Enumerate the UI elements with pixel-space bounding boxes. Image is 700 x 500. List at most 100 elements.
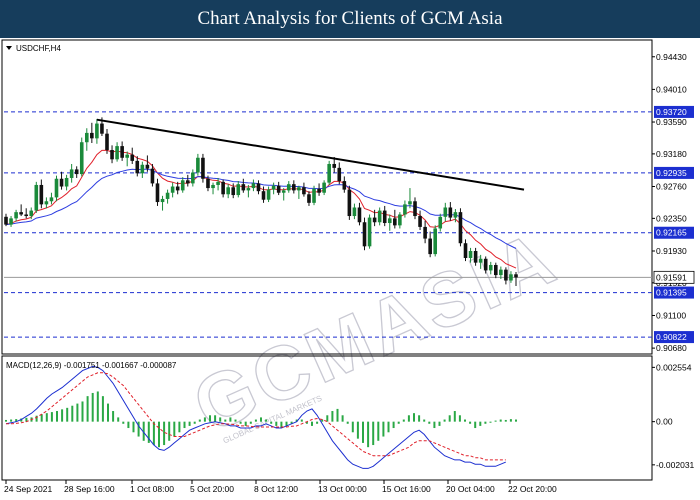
candle [463,239,468,262]
candle-body [509,274,513,281]
candle-body [221,181,225,195]
candle-body [302,187,306,195]
candle [251,179,256,192]
candle-body [494,264,498,276]
candle-body [362,222,367,247]
candle [408,188,412,209]
candle [312,185,316,206]
candle [317,183,321,196]
candle-body [347,189,352,217]
candle-body [483,258,488,271]
candle-body [241,184,246,191]
candle [246,184,251,198]
level-label: 0.90822 [656,332,687,342]
candle [125,151,129,167]
candle [322,180,326,196]
ma-slow-line [5,168,517,249]
candle-body [297,187,301,191]
candle [302,182,306,197]
candle [110,145,114,164]
candle [468,247,473,263]
candle [413,197,417,220]
candle-body [261,191,266,200]
macd-label: MACD(12,26,9) -0.001751 -0.001667 -0.000… [6,361,177,370]
candle-body [322,182,326,193]
candle-body [428,238,432,255]
candle-body [292,184,296,191]
candle-body [100,123,104,134]
candle [514,271,518,286]
candle [307,191,311,206]
candle-body [499,269,503,276]
candle [458,208,463,247]
candles [4,117,518,286]
candle-body [317,188,321,193]
level-label-box [654,105,694,118]
candle [69,163,74,183]
candle-body [413,201,417,217]
price-tick-label: 0.92350 [656,213,687,223]
candle [180,177,185,193]
candle-body [312,188,316,203]
candle [19,204,23,217]
candle-body [110,149,114,160]
candle [140,161,145,178]
macd-pane-frame [1,355,653,481]
candle [433,225,438,257]
candle [473,247,478,266]
candle-body [246,188,251,191]
price-tick-label: 0.91930 [656,246,687,256]
candle-body [170,186,175,193]
candle [9,216,13,227]
candle [150,163,155,187]
candle-body [337,167,342,182]
macd-tick-label: 0.002554 [656,362,692,372]
candle-body [4,216,8,225]
candle [4,213,8,227]
price-tick-label: 0.91100 [656,310,686,320]
candle-body [120,146,124,158]
candle [226,184,230,199]
candle [292,180,296,194]
candle [221,179,225,198]
candle [403,200,407,218]
descending-trendline[interactable] [96,118,525,191]
candle [281,188,286,201]
candle [145,155,150,172]
candle [438,213,443,232]
candle-body [150,168,155,184]
candle-body [105,133,109,150]
candle-body [271,185,276,190]
level-label: 0.91395 [656,288,687,298]
candle [115,142,119,162]
candle [494,262,498,279]
price-tick-label: 0.90680 [656,343,687,353]
chevron-down-icon[interactable] [6,46,12,50]
candle-body [19,212,23,215]
price-tick-label: 0.94430 [656,52,687,62]
candle-body [276,185,281,193]
candle-body [307,194,311,203]
candle-body [438,216,443,229]
time-axis: 24 Sep 2021 28 Sep 16:00 1 Oct 08:00 5 Oct … [4,480,557,494]
candle [448,202,453,221]
time-tick-label: 1 Oct 08:00 [130,484,174,494]
candle-body [206,178,210,189]
macd-indicator: 0.002554 0.00 -0.002031 [5,362,695,470]
candle-body [453,212,458,218]
candle [90,122,94,144]
candle [387,214,392,231]
candle [418,210,422,231]
current-price-label: 0.91591 [656,272,687,282]
candle [256,180,261,195]
trendline[interactable] [96,118,525,191]
candle-body [155,183,160,203]
candle [286,181,291,193]
candle-body [34,184,39,211]
time-tick-label: 5 Oct 20:00 [190,484,234,494]
candle-body [423,226,427,239]
candle [509,271,513,283]
candle-body [393,218,397,226]
candle [59,171,64,190]
